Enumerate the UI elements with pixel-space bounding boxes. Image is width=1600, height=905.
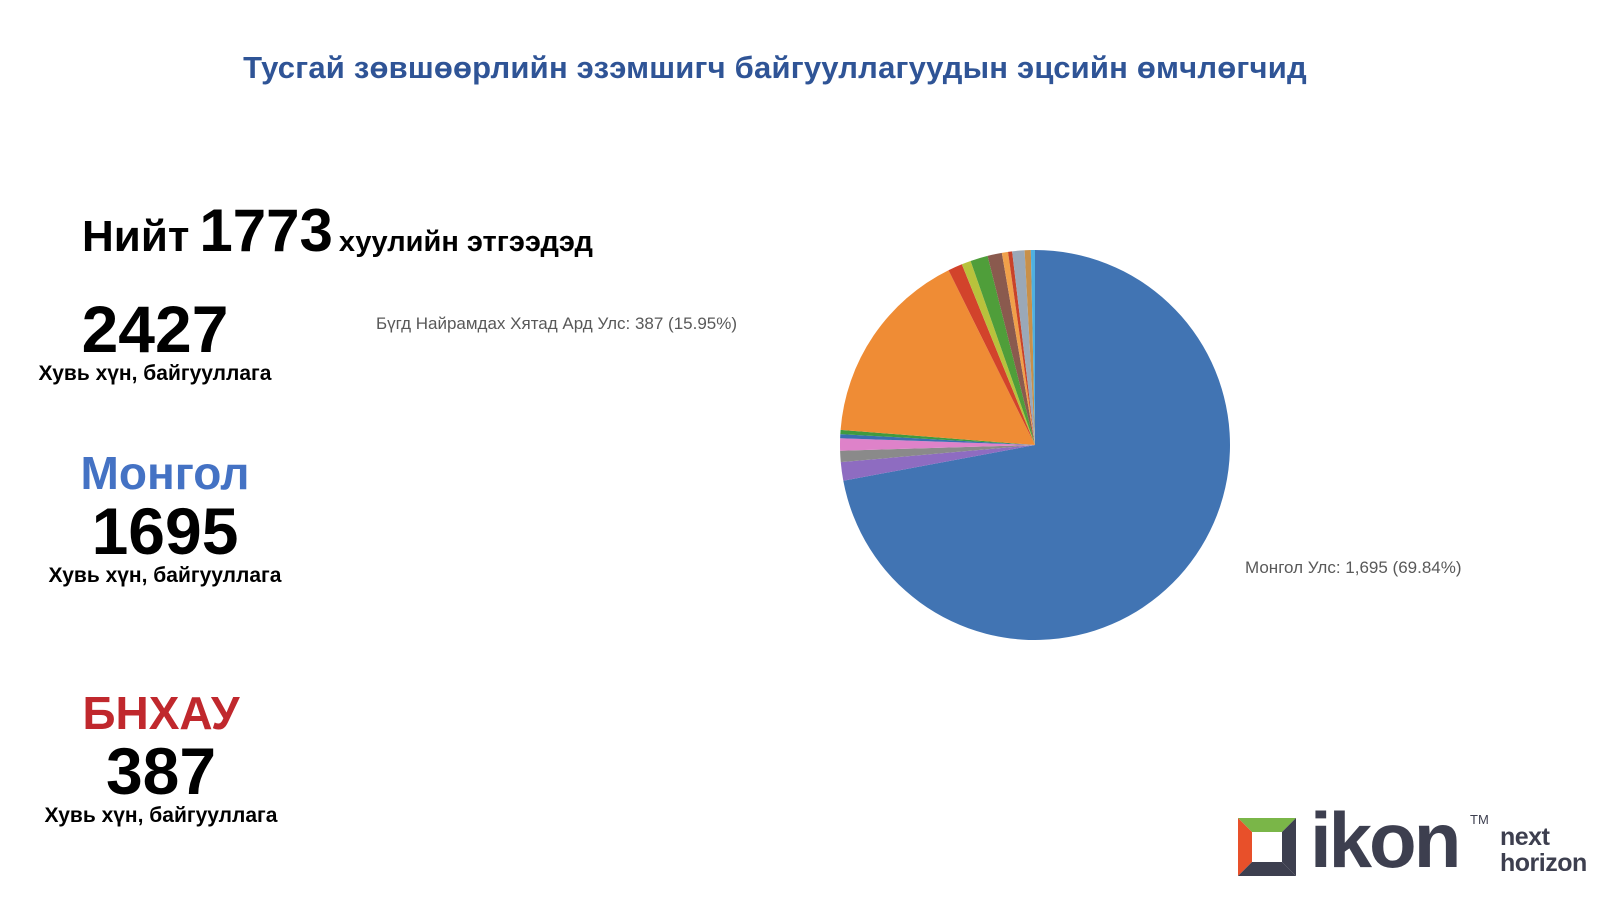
stat-label: Хувь хүн, байгууллага <box>38 362 272 385</box>
pie-slice <box>840 270 1035 445</box>
tagline-line-1: next <box>1500 823 1550 851</box>
pie-slice <box>987 252 1035 445</box>
pie-slice <box>1007 251 1035 445</box>
tagline-line-2: horizon <box>1500 849 1587 877</box>
total-prefix: Нийт <box>82 212 190 261</box>
pie-chart <box>800 210 1270 680</box>
logo-tagline: next horizon <box>1500 824 1587 876</box>
pie-slice <box>843 250 1230 640</box>
pie-slice <box>840 429 1035 445</box>
stat-label: Хувь хүн, байгууллага <box>48 564 282 587</box>
pie-slice <box>1012 250 1035 445</box>
slide-title: Тусгай зөвшөөрлийн эзэмшигч байгууллагуу… <box>243 50 1307 85</box>
pie-slice <box>840 434 1035 445</box>
pie-slice <box>948 264 1035 445</box>
pie-label-china: Бүгд Найрамдах Хятад Ард Улс: 387 (15.95… <box>376 314 738 333</box>
stat-label: Хувь хүн, байгууллага <box>44 804 278 827</box>
stat-value: 2427 <box>81 292 229 366</box>
trademark: TM <box>1470 812 1489 827</box>
stat-mongolia: Монгол 1695 Хувь хүн, байгууллага <box>10 448 320 588</box>
ikon-wordmark: ikon <box>1310 796 1461 884</box>
pie-slice <box>840 438 1035 451</box>
pie-slice <box>1024 250 1035 445</box>
pie-slice <box>840 445 1035 463</box>
pie-label-mongolia: Монгол Улс: 1,695 (69.84%) <box>1245 558 1462 577</box>
stat-value: 387 <box>105 734 217 808</box>
total-value: 1773 <box>199 197 333 264</box>
pie-slice <box>970 255 1035 445</box>
stat-total-owners: 2427 Хувь хүн, байгууллага <box>0 296 310 386</box>
stat-heading: БНХАУ <box>82 687 240 739</box>
pie-slice <box>1001 251 1035 445</box>
stat-heading: Монгол <box>80 447 250 499</box>
stat-china: БНХАУ 387 Хувь хүн, байгууллага <box>6 688 316 828</box>
pie-slice <box>1030 250 1035 445</box>
pie-chart-svg <box>840 250 1230 640</box>
stat-value: 1695 <box>91 494 239 568</box>
total-summary: Нийт 1773 хуулийн этгээдэд <box>82 196 593 265</box>
total-suffix: хуулийн этгээдэд <box>338 226 593 258</box>
pie-slice <box>840 445 1035 481</box>
ikon-logo-mark-icon <box>1238 818 1296 876</box>
pie-slice <box>961 260 1035 445</box>
